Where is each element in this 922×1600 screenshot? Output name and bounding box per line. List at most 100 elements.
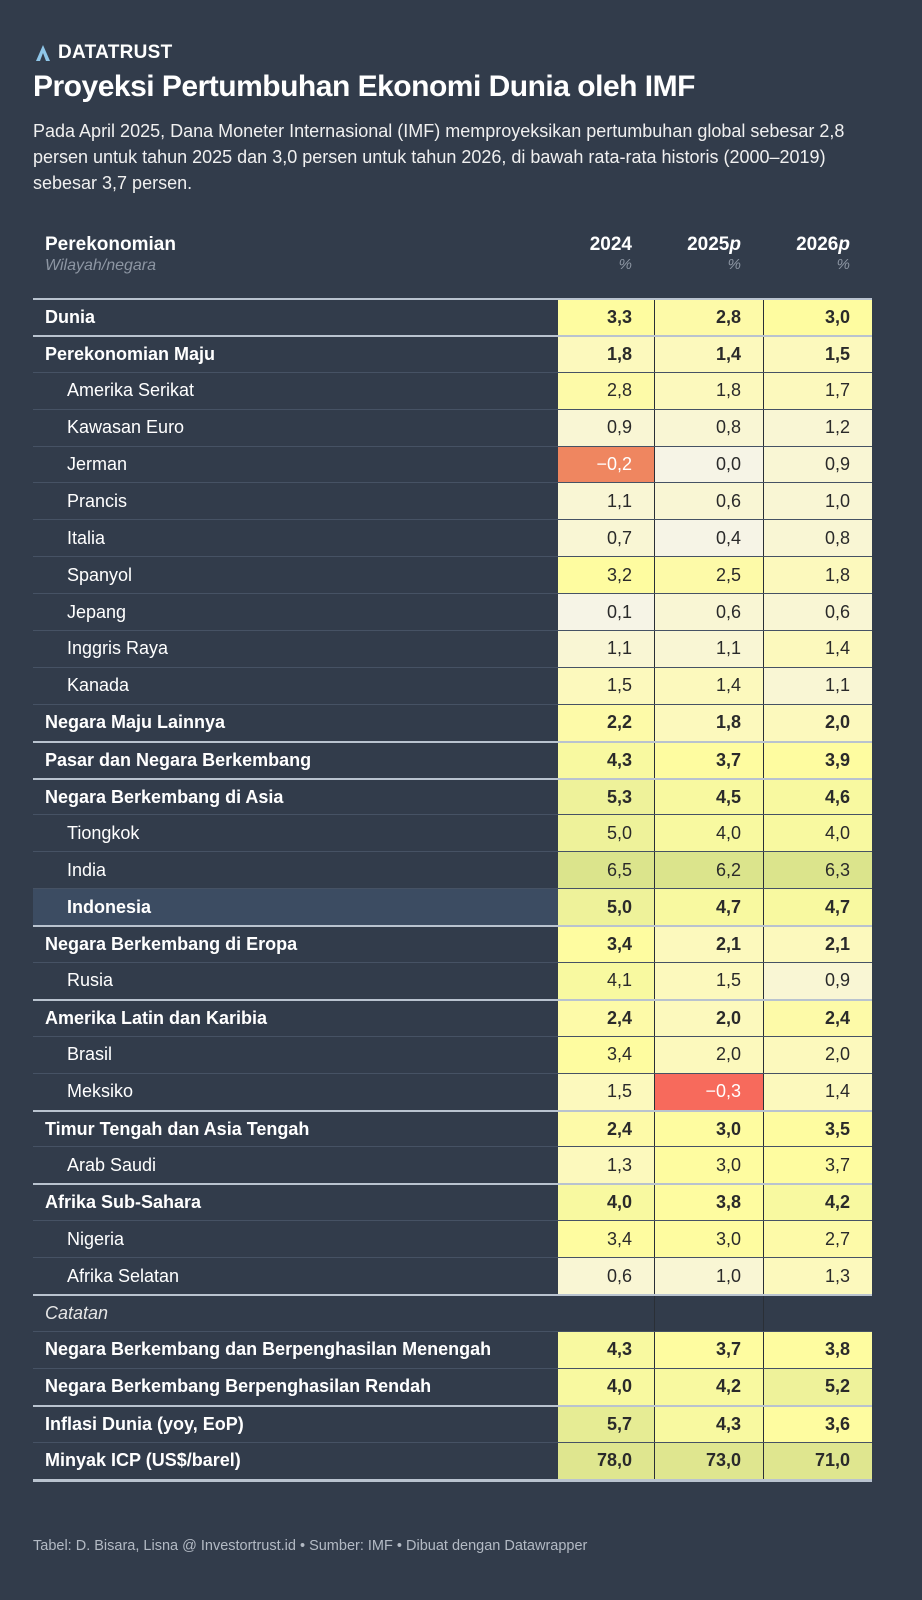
value-cell-2026: 3,7 bbox=[763, 1147, 872, 1184]
table-row: Amerika Serikat 2,8 1,8 1,7 bbox=[33, 371, 872, 409]
table-row: Afrika Sub-Sahara 4,0 3,8 4,2 bbox=[33, 1183, 872, 1221]
table-row: Rusia 4,1 1,5 0,9 bbox=[33, 962, 872, 999]
value-cell-2026: 1,1 bbox=[763, 667, 872, 704]
column-header-2024[interactable]: 2024 % bbox=[558, 234, 632, 273]
value-cell-2024: 3,4 bbox=[558, 927, 654, 963]
value-cell-2026: 3,0 bbox=[763, 300, 872, 335]
table-header: Perekonomian Wilayah/negara 2024 % 2025p… bbox=[33, 234, 872, 292]
value-cell-2024: 5,0 bbox=[558, 815, 654, 852]
row-label: Negara Berkembang Berpenghasilan Rendah bbox=[45, 1376, 432, 1397]
value-cell-2024: 1,5 bbox=[558, 667, 654, 704]
row-label: Amerika Serikat bbox=[67, 380, 195, 401]
value-cell-2024: 2,4 bbox=[558, 1111, 654, 1147]
row-label: Spanyol bbox=[67, 564, 133, 585]
description: Pada April 2025, Dana Moneter Internasio… bbox=[33, 121, 845, 193]
row-label: Minyak ICP (US$/barel) bbox=[45, 1450, 241, 1471]
row-label: Tiongkok bbox=[67, 822, 140, 843]
value-cell-2026: 1,2 bbox=[763, 409, 872, 446]
row-label: Pasar dan Negara Berkembang bbox=[45, 749, 312, 770]
value-cell-2025: 0,6 bbox=[654, 594, 763, 631]
value-cell-2025: 1,8 bbox=[654, 372, 763, 409]
table-row: Dunia 3,3 2,8 3,0 bbox=[33, 298, 872, 335]
value-cell-2025 bbox=[654, 1296, 763, 1331]
table-row: Negara Maju Lainnya 2,2 1,8 2,0 bbox=[33, 703, 872, 741]
row-label: Amerika Latin dan Karibia bbox=[45, 1007, 268, 1028]
value-cell-2024: 5,0 bbox=[558, 889, 654, 926]
value-cell-2024: −0,2 bbox=[558, 446, 654, 483]
row-label: Timur Tengah dan Asia Tengah bbox=[45, 1118, 310, 1139]
value-cell-2026: 1,7 bbox=[763, 372, 872, 409]
value-cell-2025: 1,4 bbox=[654, 667, 763, 704]
table-row: Afrika Selatan 0,6 1,0 1,3 bbox=[33, 1257, 872, 1295]
row-label: Dunia bbox=[45, 306, 96, 327]
value-cell-2026: 0,9 bbox=[763, 963, 872, 999]
value-cell-2026: 1,4 bbox=[763, 631, 872, 667]
value-cell-2024: 4,0 bbox=[558, 1368, 654, 1405]
value-cell-2026: 0,8 bbox=[763, 520, 872, 557]
value-cell-2024: 1,1 bbox=[558, 483, 654, 520]
row-label: Brasil bbox=[67, 1044, 113, 1065]
value-cell-2025: 0,0 bbox=[654, 446, 763, 483]
value-cell-2024: 2,4 bbox=[558, 1000, 654, 1036]
value-cell-2025: 0,4 bbox=[654, 520, 763, 557]
datatrust-logo-icon bbox=[36, 45, 50, 61]
value-cell-2026 bbox=[763, 1296, 872, 1331]
table-row: Negara Berkembang di Asia 5,3 4,5 4,6 bbox=[33, 777, 872, 815]
value-cell-2024: 4,3 bbox=[558, 742, 654, 778]
table-row: Kawasan Euro 0,9 0,8 1,2 bbox=[33, 408, 872, 446]
table-row: Italia 0,7 0,4 0,8 bbox=[33, 519, 872, 557]
value-cell-2024: 2,8 bbox=[558, 372, 654, 409]
table-row: Timur Tengah dan Asia Tengah 2,4 3,0 3,5 bbox=[33, 1109, 872, 1147]
value-cell-2026: 1,0 bbox=[763, 483, 872, 520]
value-cell-2026: 2,1 bbox=[763, 927, 872, 963]
value-cell-2026: 6,3 bbox=[763, 852, 872, 889]
table-row: Negara Berkembang dan Berpenghasilan Men… bbox=[33, 1330, 872, 1368]
value-cell-2024: 0,1 bbox=[558, 594, 654, 631]
value-cell-2024: 1,5 bbox=[558, 1073, 654, 1110]
table-row: Meksiko 1,5 −0,3 1,4 bbox=[33, 1072, 872, 1110]
value-cell-2025: 73,0 bbox=[654, 1442, 763, 1479]
column-year: 2025 bbox=[687, 234, 730, 255]
table-row: Nigeria 3,4 3,0 2,7 bbox=[33, 1220, 872, 1258]
row-label: Prancis bbox=[67, 490, 128, 511]
table-row: India 6,5 6,2 6,3 bbox=[33, 851, 872, 889]
table-row: Jepang 0,1 0,6 0,6 bbox=[33, 593, 872, 631]
value-cell-2025: 3,0 bbox=[654, 1221, 763, 1258]
row-label: Inggris Raya bbox=[67, 638, 169, 659]
value-cell-2026: 4,0 bbox=[763, 815, 872, 852]
value-cell-2025: 4,3 bbox=[654, 1406, 763, 1442]
table-row: Minyak ICP (US$/barel) 78,0 73,0 71,0 bbox=[33, 1441, 872, 1479]
column-header-2026p[interactable]: 2026p % bbox=[763, 234, 850, 273]
row-label: Indonesia bbox=[33, 889, 558, 926]
value-cell-2024: 3,4 bbox=[558, 1036, 654, 1073]
value-cell-2024: 5,7 bbox=[558, 1406, 654, 1442]
value-cell-2025: 1,1 bbox=[654, 631, 763, 667]
row-label: Italia bbox=[67, 527, 106, 548]
value-cell-2025: 3,7 bbox=[654, 742, 763, 778]
value-cell-2025: 6,2 bbox=[654, 852, 763, 889]
value-cell-2024: 3,4 bbox=[558, 1221, 654, 1258]
column-unit: % bbox=[727, 256, 741, 273]
header-sublabel: Wilayah/negara bbox=[45, 257, 157, 274]
value-cell-2024: 78,0 bbox=[558, 1442, 654, 1479]
value-cell-2026: 1,5 bbox=[763, 336, 872, 372]
table-row: Arab Saudi 1,3 3,0 3,7 bbox=[33, 1146, 872, 1184]
value-cell-2025: 1,0 bbox=[654, 1258, 763, 1295]
column-header-2025p[interactable]: 2025p % bbox=[654, 234, 741, 273]
value-cell-2026: 2,0 bbox=[763, 1036, 872, 1073]
value-cell-2024: 0,9 bbox=[558, 409, 654, 446]
row-label: Nigeria bbox=[67, 1228, 125, 1249]
value-cell-2026: 4,7 bbox=[763, 889, 872, 926]
value-cell-2024: 0,7 bbox=[558, 520, 654, 557]
footer-credits: Tabel: D. Bisara, Lisna @ Investortrust.… bbox=[33, 1538, 588, 1554]
value-cell-2024: 6,5 bbox=[558, 852, 654, 889]
value-cell-2026: 5,2 bbox=[763, 1368, 872, 1405]
row-label: Negara Berkembang di Asia bbox=[45, 786, 284, 807]
value-cell-2025: 1,8 bbox=[654, 704, 763, 741]
table-row: Indonesia 5,0 4,7 4,7 bbox=[33, 888, 872, 926]
row-label: Inflasi Dunia (yoy, EoP) bbox=[45, 1413, 244, 1434]
table-row: Prancis 1,1 0,6 1,0 bbox=[33, 482, 872, 520]
table-bottom-rule bbox=[33, 1478, 872, 1482]
table-row: Negara Berkembang di Eropa 3,4 2,1 2,1 bbox=[33, 925, 872, 963]
table-row: Brasil 3,4 2,0 2,0 bbox=[33, 1035, 872, 1073]
